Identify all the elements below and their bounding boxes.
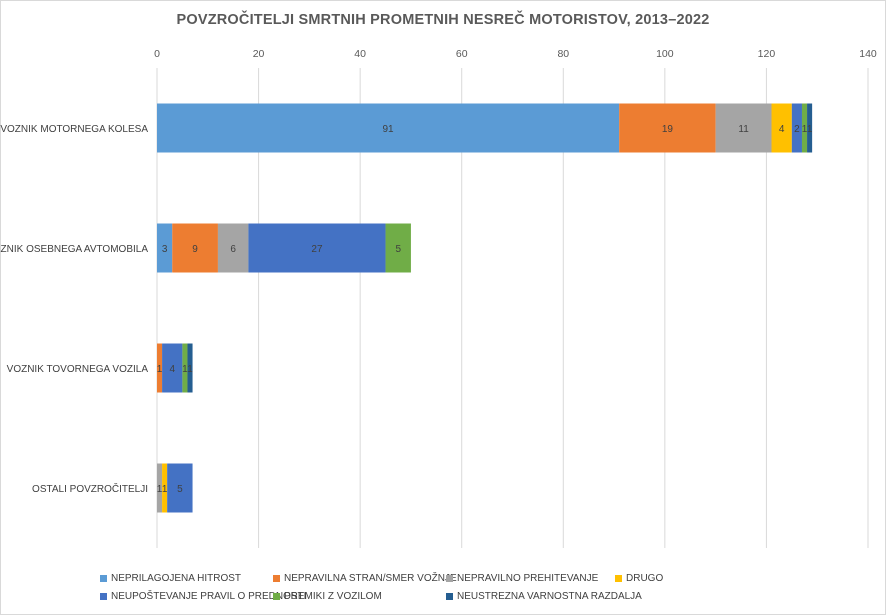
bar-premiki-z-vozilom	[182, 343, 188, 393]
bar-nepravilno-prehitevanje	[715, 103, 772, 153]
data-label: 9	[192, 244, 198, 255]
chart-legend: NEPRILAGOJENA HITROST NEPRAVILNA STRAN/SM…	[0, 570, 886, 610]
data-label: 5	[395, 244, 401, 255]
legend-swatch	[615, 575, 622, 582]
data-label: 27	[311, 244, 323, 255]
x-tick-label: 80	[557, 48, 569, 60]
bar-nepravilna-stran-smer-voznje	[157, 343, 163, 393]
bar-nepravilno-prehitevanje	[157, 463, 163, 513]
data-label: 4	[169, 364, 175, 375]
bar-neupostevanje-pravil-o-prednosti	[162, 343, 183, 393]
bar-neupostevanje-pravil-o-prednosti	[167, 463, 193, 513]
bar-neupostevanje-pravil-o-prednosti	[791, 103, 802, 153]
bar-nepravilna-stran-smer-voznje	[172, 223, 218, 273]
legend-item-neustrezna-varnostna-razdalja: NEUSTREZNA VARNOSTNA RAZDALJA	[446, 591, 642, 602]
bar-neustrezna-varnostna-razdalja	[807, 103, 813, 153]
legend-swatch	[273, 575, 280, 582]
data-label: 1	[157, 364, 163, 375]
data-label: 5	[177, 484, 183, 495]
legend-label: PREMIKI Z VOZILOM	[284, 591, 382, 602]
data-label: 1	[157, 484, 163, 495]
legend-label: DRUGO	[626, 573, 664, 584]
legend-label: NEPRILAGOJENA HITROST	[111, 573, 242, 584]
bar-neupostevanje-pravil-o-prednosti	[248, 223, 386, 273]
legend-label: NEPRAVILNO PREHITEVANJE	[457, 573, 599, 584]
category-label: VOZNIK TOVORNEGA VOZILA	[7, 364, 149, 375]
category-label: OSTALI POVZROČITELJI	[32, 482, 148, 495]
data-label: 2	[794, 124, 800, 135]
data-label: 1	[187, 364, 193, 375]
bar-drugo	[771, 103, 792, 153]
legend-swatch	[100, 575, 107, 582]
data-label: 6	[230, 244, 236, 255]
legend-item-nepravilno-prehitevanje: NEPRAVILNO PREHITEVANJE	[446, 573, 598, 584]
legend-item-premiki-z-vozilom: PREMIKI Z VOZILOM	[273, 591, 382, 602]
data-label: 4	[779, 124, 785, 135]
data-label: 1	[162, 484, 168, 495]
data-label: 91	[383, 124, 395, 135]
legend-swatch	[446, 593, 453, 600]
legend-label: NEUPOŠTEVANJE PRAVIL O PREDNOSTI	[111, 591, 307, 602]
legend-label: NEPRAVILNA STRAN/SMER VOŽNJE	[284, 573, 457, 584]
data-label: 1	[182, 364, 188, 375]
legend-item-neprilagojena-hitrost: NEPRILAGOJENA HITROST	[100, 573, 241, 584]
x-tick-label: 40	[354, 48, 366, 60]
bar-neprilagojena-hitrost	[157, 223, 173, 273]
x-tick-label: 60	[456, 48, 468, 60]
legend-swatch	[446, 575, 453, 582]
x-tick-label: 120	[758, 48, 776, 60]
category-label: VOZNIK OSEBNEGA AVTOMOBILA	[0, 244, 148, 255]
category-label: VOZNIK MOTORNEGA KOLESA	[0, 124, 148, 135]
legend-swatch	[100, 593, 107, 600]
bar-premiki-z-vozilom	[385, 223, 411, 273]
bar-premiki-z-vozilom	[801, 103, 808, 153]
data-label: 3	[162, 244, 168, 255]
bar-nepravilna-stran-smer-voznje	[619, 103, 716, 153]
bar-neustrezna-varnostna-razdalja	[187, 343, 193, 393]
data-label: 1	[807, 124, 813, 135]
bar-drugo	[162, 463, 168, 513]
x-tick-label: 0	[154, 48, 160, 60]
x-tick-label: 140	[859, 48, 877, 60]
legend-label: NEUSTREZNA VARNOSTNA RAZDALJA	[457, 591, 642, 602]
legend-item-nepravilna-stran-smer-voznje: NEPRAVILNA STRAN/SMER VOŽNJE	[273, 573, 457, 584]
data-label: 19	[662, 124, 674, 135]
x-tick-label: 20	[253, 48, 265, 60]
x-tick-label: 100	[656, 48, 674, 60]
legend-item-drugo: DRUGO	[615, 573, 663, 584]
chart-title: POVZROČITELJI SMRTNIH PROMETNIH NESREČ M…	[176, 12, 710, 28]
legend-swatch	[273, 593, 280, 600]
data-label: 1	[802, 124, 808, 135]
legend-item-neupostevanje-pravil-o-prednosti: NEUPOŠTEVANJE PRAVIL O PREDNOSTI	[100, 591, 306, 602]
bar-nepravilno-prehitevanje	[217, 223, 249, 273]
data-label: 11	[738, 124, 749, 135]
bar-neprilagojena-hitrost	[157, 103, 620, 153]
